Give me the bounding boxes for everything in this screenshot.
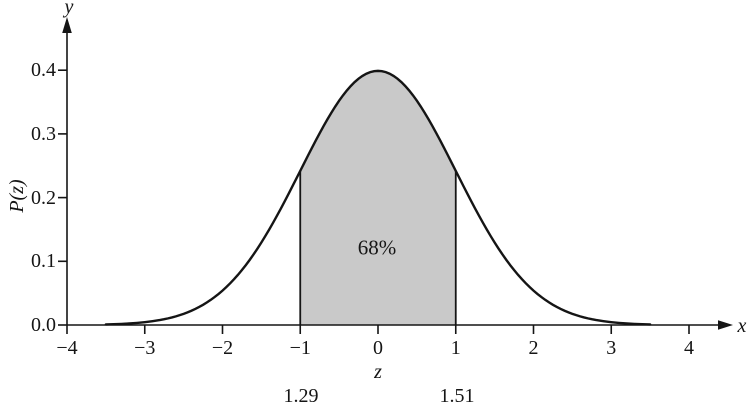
x-tick-label: −2 (211, 337, 234, 359)
x-tick-label: 2 (528, 337, 539, 359)
y-tick-label: 0.1 (31, 250, 56, 273)
annotation-below-plus1: 1.51 (439, 385, 475, 407)
x-tick-label: 1 (450, 337, 461, 359)
x-tick-label: −4 (56, 337, 78, 359)
y-tick-label: 0.0 (31, 314, 56, 336)
x-axis-arrowhead (718, 320, 733, 330)
normal-curve (104, 69, 652, 326)
x-axis-title: z (374, 361, 382, 383)
y-tick-label: 0.4 (31, 59, 56, 82)
x-tick-label: 3 (606, 337, 617, 359)
y-axis-title: P(z) (6, 179, 28, 213)
x-tick-label: −1 (289, 337, 311, 359)
x-tick-label: 4 (684, 337, 694, 359)
y-tick-label: 0.3 (31, 122, 56, 145)
y-axis-arrow-label: y (64, 0, 74, 18)
shaded-area (300, 70, 456, 326)
x-tick-label: 0 (373, 337, 383, 359)
x-tick-label: −3 (134, 337, 156, 359)
x-axis-arrow-label: x (737, 315, 747, 337)
annotation-below-minus1: 1.29 (283, 385, 319, 407)
shaded-area-percentage-label: 68% (357, 235, 397, 260)
y-axis-arrowhead (62, 17, 72, 33)
y-tick-label: 0.2 (31, 186, 56, 209)
